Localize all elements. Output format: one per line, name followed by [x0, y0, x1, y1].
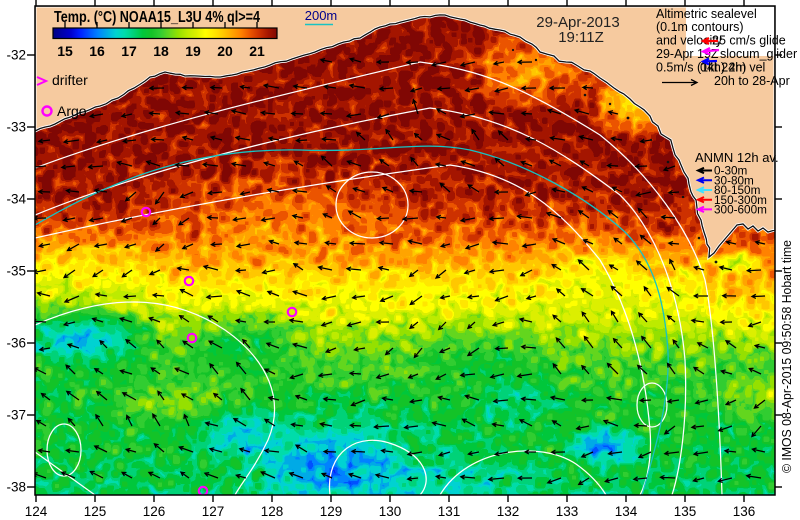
- svg-text:15: 15: [57, 43, 73, 59]
- svg-text:150-300m: 150-300m: [714, 194, 767, 207]
- svg-text:124: 124: [25, 504, 48, 519]
- svg-text:29-Apr-2013: 29-Apr-2013: [536, 14, 619, 31]
- svg-text:0-30m: 0-30m: [714, 165, 748, 178]
- svg-text:25 cm/s glide: 25 cm/s glide: [712, 34, 786, 48]
- svg-text:(0.1m contours): (0.1m contours): [656, 20, 744, 34]
- svg-text:129: 129: [320, 504, 343, 519]
- svg-text:17: 17: [121, 43, 137, 59]
- svg-text:125: 125: [84, 504, 107, 519]
- svg-text:127: 127: [202, 504, 225, 519]
- svg-text:16: 16: [89, 43, 105, 59]
- svg-text:19: 19: [185, 43, 201, 59]
- svg-text:and velocity: and velocity: [656, 34, 723, 48]
- svg-text:Argo: Argo: [57, 103, 87, 119]
- svg-text:80-150m: 80-150m: [714, 184, 761, 197]
- svg-text:30-80m: 30-80m: [714, 174, 754, 187]
- svg-text:ANMN 12h av.: ANMN 12h av.: [695, 150, 779, 165]
- svg-text:20: 20: [217, 43, 233, 59]
- svg-text:-36: -36: [6, 336, 26, 351]
- svg-text:-33: -33: [6, 120, 26, 135]
- svg-text:130: 130: [379, 504, 402, 519]
- svg-text:133: 133: [556, 504, 579, 519]
- svg-text:Temp. (°C) NOAA15_L3U 4% ql>=4: Temp. (°C) NOAA15_L3U 4% ql>=4: [54, 9, 260, 26]
- svg-text:136: 136: [733, 504, 756, 519]
- svg-text:-35: -35: [6, 264, 26, 279]
- svg-text:20h to 28-Apr: 20h to 28-Apr: [714, 74, 790, 88]
- svg-text:131: 131: [438, 504, 461, 519]
- svg-text:-34: -34: [6, 192, 26, 207]
- svg-text:-38: -38: [6, 480, 26, 495]
- svg-text:04h) 2m vel: 04h) 2m vel: [700, 61, 765, 75]
- svg-text:Altimetric sealevel: Altimetric sealevel: [656, 7, 757, 21]
- svg-text:-37: -37: [6, 408, 26, 423]
- svg-text:18: 18: [153, 43, 169, 59]
- svg-text:126: 126: [143, 504, 166, 519]
- svg-text:200m: 200m: [305, 8, 338, 23]
- svg-text:135: 135: [674, 504, 697, 519]
- svg-text:21: 21: [249, 43, 265, 59]
- svg-text:300-600m: 300-600m: [714, 204, 767, 217]
- svg-text:128: 128: [261, 504, 284, 519]
- svg-text:© IMOS 08-Apr-2015 09:50:58 Ho: © IMOS 08-Apr-2015 09:50:58 Hobart time: [779, 240, 794, 473]
- svg-text:slocum_glider: slocum_glider: [720, 47, 797, 61]
- svg-text:19:11Z: 19:11Z: [558, 29, 604, 46]
- svg-text:0.5m/s (1kt 24h): 0.5m/s (1kt 24h): [656, 61, 746, 75]
- svg-text:132: 132: [497, 504, 520, 519]
- svg-text:drifter: drifter: [52, 72, 88, 88]
- svg-text:134: 134: [615, 504, 638, 519]
- svg-text:-32: -32: [6, 48, 26, 63]
